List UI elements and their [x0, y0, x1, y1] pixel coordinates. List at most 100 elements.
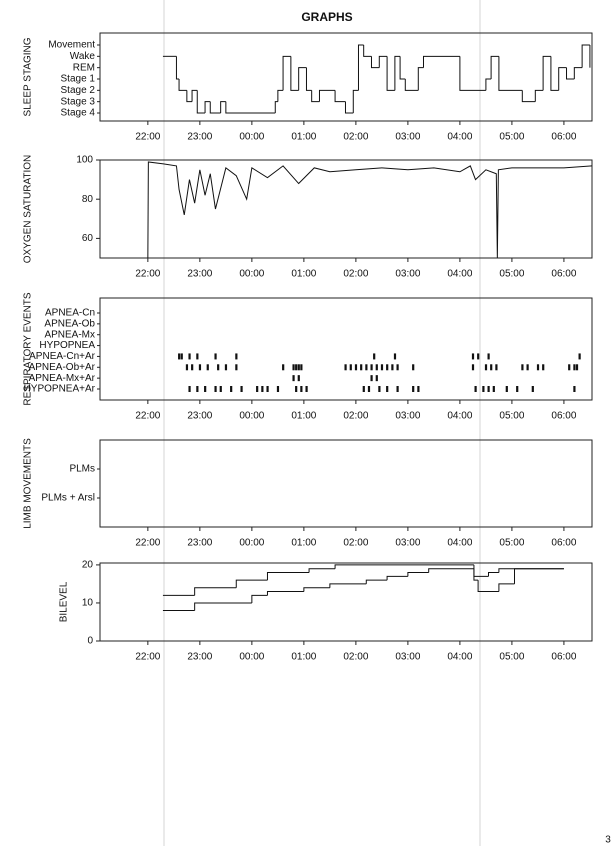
event-mark [297, 375, 300, 382]
x-tick-label: 22:00 [135, 269, 160, 280]
event-mark [487, 386, 490, 392]
step-segment [178, 79, 187, 91]
event-mark [305, 386, 308, 392]
event-mark [180, 353, 183, 360]
event-mark [297, 364, 300, 371]
step-segment [329, 583, 367, 588]
step-segment [196, 90, 206, 114]
event-mark [235, 364, 238, 371]
step-segment [318, 89, 336, 102]
event-mark [482, 386, 485, 392]
x-tick-label: 02:00 [343, 132, 368, 143]
event-mark [521, 364, 524, 371]
x-tick-label: 04:00 [447, 269, 472, 280]
plot-frame [99, 439, 593, 528]
plot-frame [99, 159, 593, 259]
event-mark [282, 364, 285, 371]
step-segment [220, 101, 226, 113]
event-mark [573, 364, 576, 371]
event-mark [196, 386, 199, 392]
step-segment [498, 568, 515, 573]
event-mark [230, 386, 233, 392]
step-segment [534, 89, 544, 102]
step-segment [542, 55, 551, 91]
x-tick-label: 04:00 [447, 132, 472, 143]
step-segment [573, 67, 583, 79]
event-mark [373, 353, 376, 360]
event-mark [471, 353, 475, 360]
y-tick-label: PLMs + Arsl [41, 493, 95, 504]
step-segment [473, 564, 489, 577]
event-mark [196, 353, 199, 360]
event-mark [204, 386, 207, 392]
event-mark [492, 386, 495, 392]
step-segment [204, 101, 211, 113]
event-mark [578, 353, 581, 360]
step-segment [251, 594, 268, 603]
x-tick-label: 23:00 [187, 652, 212, 663]
event-mark [188, 353, 191, 360]
event-mark [365, 364, 368, 371]
event-mark [568, 364, 571, 371]
event-mark [256, 386, 259, 392]
event-mark [412, 364, 415, 371]
x-tick-label: 00:00 [239, 652, 264, 663]
x-tick-label: 23:00 [187, 132, 212, 143]
event-mark [185, 364, 189, 371]
event-mark [188, 386, 191, 392]
event-mark [490, 364, 493, 371]
event-mark [417, 386, 420, 392]
event-mark [370, 375, 373, 382]
step-segment [498, 56, 523, 91]
event-mark [295, 364, 298, 371]
event-mark [214, 353, 217, 360]
step-segment [428, 568, 474, 573]
event-mark [300, 386, 303, 392]
event-mark [531, 386, 534, 392]
x-tick-label: 05:00 [499, 652, 524, 663]
step-segment [266, 591, 304, 596]
event-mark [393, 353, 397, 360]
event-mark [536, 364, 540, 371]
step-segment [485, 78, 492, 91]
event-mark [344, 364, 347, 371]
event-mark [375, 364, 378, 371]
x-tick-label: 04:00 [447, 652, 472, 663]
y-tick-label: PLMs [69, 464, 95, 475]
step-segment [363, 45, 372, 57]
x-tick-label: 01:00 [291, 269, 316, 280]
x-tick-label: 03:00 [395, 132, 420, 143]
step-segment [386, 56, 395, 91]
step-segment [175, 56, 180, 80]
x-tick-label: 22:00 [135, 538, 160, 549]
y-tick-label: HYPOPNEA [39, 340, 95, 351]
event-mark [573, 386, 576, 392]
step-segment [194, 587, 237, 596]
page-title: GRAPHS [301, 10, 352, 24]
y-tick-label: HYPOPNEA+Ar [24, 384, 96, 395]
event-mark [386, 364, 389, 371]
step-segment [581, 44, 590, 68]
y-tick-label: Movement [48, 40, 95, 51]
step-segment [488, 572, 499, 577]
event-mark [224, 364, 228, 371]
step-segment [298, 67, 307, 91]
event-mark [386, 386, 389, 392]
y-tick-label: APNEA-Mx [44, 329, 95, 340]
y-tick-label: 100 [76, 155, 93, 166]
event-mark [360, 364, 363, 371]
x-tick-label: 00:00 [239, 538, 264, 549]
event-mark [526, 364, 529, 371]
step-segment [473, 568, 479, 581]
step-segment [422, 55, 460, 68]
event-mark [235, 353, 238, 360]
x-tick-label: 06:00 [551, 538, 576, 549]
event-mark [292, 364, 295, 371]
y-tick-label: APNEA-Ob [44, 318, 95, 329]
event-mark [505, 386, 508, 392]
event-mark [391, 364, 394, 371]
event-mark [214, 386, 217, 392]
y-axis-label: SLEEP STAGING [23, 37, 34, 116]
event-mark [471, 364, 475, 371]
